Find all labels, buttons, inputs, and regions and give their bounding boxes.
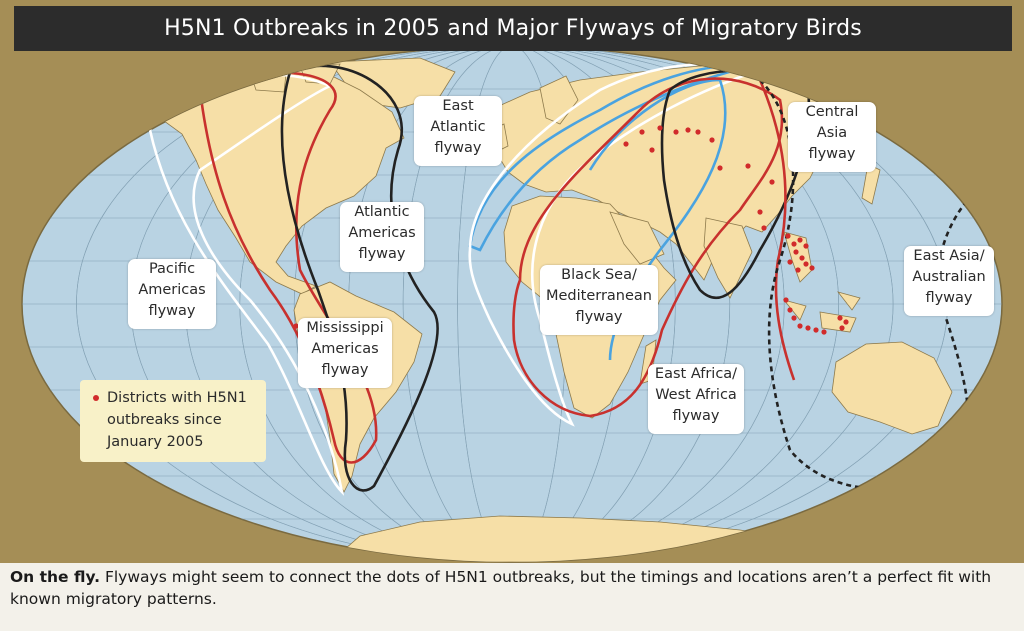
outbreak-marker <box>769 179 775 185</box>
outbreak-marker <box>709 137 715 143</box>
outbreak-marker <box>717 165 723 171</box>
label-atlantic-americas-flyway: Atlantic Americas flyway <box>340 202 424 272</box>
north-america <box>141 65 405 295</box>
label-east-atlantic-flyway: East Atlantic flyway <box>414 96 502 166</box>
outbreak-marker <box>791 241 797 247</box>
outbreak-marker <box>791 315 797 321</box>
mississippi-flyway-route <box>198 71 378 464</box>
caption-lead: On the fly. <box>10 568 101 586</box>
australia <box>831 341 953 435</box>
outbreak-markers <box>293 125 849 335</box>
outbreak-marker <box>649 147 655 153</box>
outbreak-marker <box>787 307 793 313</box>
legend-line-2: outbreaks since <box>107 412 222 428</box>
outbreak-marker <box>785 233 791 239</box>
label-black-sea-mediterranean-flyway: Black Sea/Mediterranean flyway <box>540 265 658 335</box>
outbreak-marker <box>839 325 845 331</box>
atlantic-flyway-route <box>280 64 439 492</box>
outbreak-marker <box>797 237 803 243</box>
map-title: H5N1 Outbreaks in 2005 and Major Flyways… <box>14 6 1012 51</box>
caption-text: Flyways might seem to connect the dots o… <box>10 568 992 608</box>
label-east-africa-west-africa-flyway: East Africa/West Africa flyway <box>648 364 744 434</box>
legend-line-3: January 2005 <box>107 434 204 450</box>
label-central-asia-flyway: Central Asia flyway <box>788 102 876 172</box>
outbreak-marker <box>745 163 751 169</box>
outbreak-marker <box>803 261 809 267</box>
label-mississippi-americas-flyway: Mississippi Americas flyway <box>298 318 392 388</box>
outbreak-marker <box>793 249 799 255</box>
outbreak-marker <box>805 325 811 331</box>
outbreak-marker <box>837 315 843 321</box>
outbreak-marker <box>787 259 793 265</box>
outbreak-marker <box>657 125 663 131</box>
outbreak-marker <box>695 129 701 135</box>
outbreak-marker <box>783 297 789 303</box>
new-zealand <box>965 421 985 453</box>
map-figure: H5N1 Outbreaks in 2005 and Major Flyways… <box>0 0 1024 563</box>
outbreak-marker <box>821 329 827 335</box>
legend: Districts with H5N1 outbreaks since Janu… <box>80 380 266 462</box>
outbreak-marker <box>673 129 679 135</box>
outbreak-marker <box>813 327 819 333</box>
central-asia-outer-route <box>758 79 796 381</box>
label-pacific-americas-flyway: Pacific Americas flyway <box>128 259 216 329</box>
outbreak-marker <box>639 129 645 135</box>
outbreak-marker <box>685 127 691 133</box>
outbreak-marker <box>803 243 809 249</box>
outbreak-marker <box>757 209 763 215</box>
outbreak-marker <box>809 265 815 271</box>
outbreak-marker-swatch <box>93 395 99 401</box>
outbreak-marker <box>843 319 849 325</box>
japan <box>861 163 881 205</box>
label-east-asia-australian-flyway: East Asia/Australian flyway <box>904 246 994 316</box>
legend-line-1: Districts with H5N1 <box>107 390 247 406</box>
outbreak-marker <box>795 267 801 273</box>
figure-caption: On the fly. Flyways might seem to connec… <box>10 566 1020 610</box>
outbreak-marker <box>799 255 805 261</box>
east-africa-flyway-route <box>512 77 784 418</box>
east-asia-flyway-route <box>759 79 985 491</box>
outbreak-marker <box>623 141 629 147</box>
outbreak-marker <box>293 323 299 329</box>
outbreak-marker <box>761 225 767 231</box>
outbreak-marker <box>797 323 803 329</box>
